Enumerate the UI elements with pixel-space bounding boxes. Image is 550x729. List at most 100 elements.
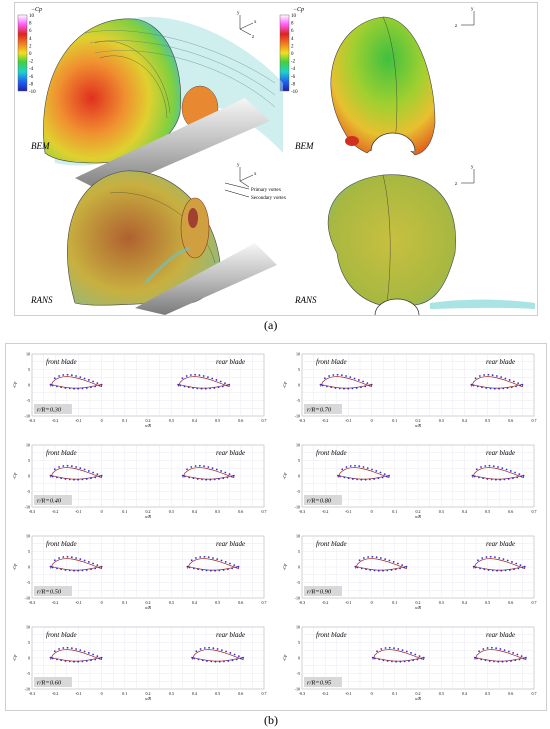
bem-point <box>319 383 322 386</box>
bem-point <box>483 374 486 376</box>
y-tick-label: 5 <box>28 549 30 554</box>
bem-point <box>60 659 63 662</box>
caption-a: (a) <box>264 318 278 332</box>
bem-point <box>213 387 216 389</box>
y-tick-label: 0 <box>28 656 30 661</box>
bem-point <box>379 471 382 474</box>
x-tick-label: 0 <box>101 600 103 605</box>
bem-point <box>507 478 510 480</box>
x-axis-label: x/R <box>414 514 421 519</box>
colorbar-tick-label: 4 <box>291 37 294 42</box>
x-tick-label: -0.1 <box>345 691 351 696</box>
x-tick-label: -0.1 <box>75 691 81 696</box>
bem-point <box>357 379 360 381</box>
front-blade-label: front blade <box>316 449 347 457</box>
bem-point <box>92 653 94 656</box>
bem-point <box>211 377 214 380</box>
y-tick-label: -10 <box>295 414 300 419</box>
bem-point <box>470 383 473 386</box>
x-axis-label: x/R <box>414 423 421 428</box>
bem-point <box>420 657 423 660</box>
bem-point <box>516 653 519 656</box>
colorbar-tick-label: -2 <box>291 60 296 65</box>
y-tick-label: 10 <box>26 534 30 539</box>
x-tick-label: 0.7 <box>532 418 537 423</box>
bem-point <box>229 652 232 654</box>
radius-label: r/R=0.30 <box>37 407 62 414</box>
bem-point <box>215 379 218 381</box>
bem-point <box>205 478 208 481</box>
bem-point <box>375 470 378 472</box>
x-tick-label: 0.5 <box>215 418 220 423</box>
bem-point <box>362 557 365 559</box>
y-tick-label: 10 <box>296 443 300 448</box>
bem-point <box>330 386 333 389</box>
bem-point <box>201 569 204 571</box>
y-tick-label: -10 <box>25 687 30 692</box>
bem-point <box>70 374 73 377</box>
x-tick-label: 0.3 <box>169 600 174 605</box>
x-tick-label: 0.1 <box>392 691 397 696</box>
axis-triad-4 <box>461 169 475 184</box>
front-blade-label: front blade <box>46 540 77 548</box>
bem-point <box>207 466 210 468</box>
y-tick-label: -5 <box>297 580 300 585</box>
bem-point <box>485 387 488 389</box>
bem-point <box>217 386 220 389</box>
bem-point <box>365 568 367 571</box>
radius-label: r/R=0.40 <box>37 498 62 505</box>
bem-point <box>188 476 191 479</box>
bem-point <box>231 659 234 662</box>
bem-point <box>81 387 84 390</box>
bem-point <box>345 375 347 377</box>
bem-point <box>515 385 517 388</box>
bem-point <box>489 387 492 390</box>
y-axis-label: -Cp <box>12 381 17 389</box>
bem-point <box>56 658 58 661</box>
bem-point <box>188 566 191 569</box>
y-tick-label: 10 <box>26 352 30 357</box>
x-tick-label: 0 <box>101 418 103 423</box>
bem-point <box>480 466 482 468</box>
bem-point <box>226 568 229 571</box>
bem-point <box>499 648 502 650</box>
x-tick-label: 0.2 <box>416 418 421 423</box>
bem-point <box>498 387 500 390</box>
y-tick-label: -10 <box>25 414 30 419</box>
label-bem-1: BEM <box>31 141 50 151</box>
bem-point <box>511 561 513 563</box>
bem-point <box>510 660 512 662</box>
bem-point <box>401 649 404 652</box>
bem-point <box>218 478 220 480</box>
bem-point <box>332 374 335 376</box>
x-tick-label: 0.2 <box>146 600 151 605</box>
bem-point <box>517 567 520 570</box>
x-tick-label: 0.7 <box>532 600 537 605</box>
bem-point <box>58 648 60 650</box>
bem-point <box>502 387 505 390</box>
bem-point <box>397 648 400 650</box>
y-tick-label: 0 <box>28 565 30 570</box>
bem-point <box>503 649 506 652</box>
bem-point <box>203 465 205 468</box>
bem-point <box>70 647 73 650</box>
bem-point <box>384 647 387 649</box>
x-axis-label: x/R <box>414 605 421 610</box>
bem-point <box>524 656 527 659</box>
bem-point <box>83 650 86 653</box>
rans-side-view <box>67 170 277 315</box>
bem-point <box>339 475 341 478</box>
bem-point <box>382 569 384 572</box>
x-tick-label: 0 <box>371 600 373 605</box>
bem-point <box>476 657 478 660</box>
x-tick-label: 0.7 <box>532 691 537 696</box>
bem-point <box>179 384 182 387</box>
y-tick-label: 10 <box>296 352 300 357</box>
colorbar-tick-label: 6 <box>29 29 32 34</box>
bem-point <box>64 387 67 389</box>
bem-point <box>94 658 97 661</box>
rear-blade-label: rear blade <box>216 540 245 548</box>
bem-point <box>64 478 67 480</box>
x-tick-label: 0 <box>371 691 373 696</box>
colorbar-tick-label: 6 <box>291 29 294 34</box>
